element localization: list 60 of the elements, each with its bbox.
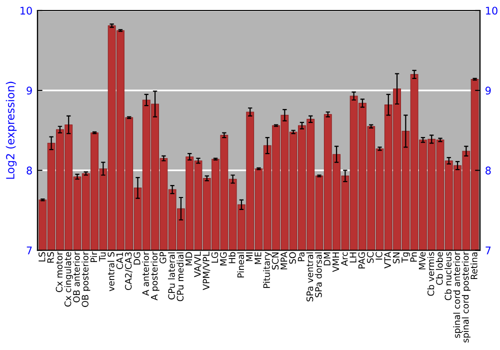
x-tick-label: DG [134,252,140,264]
y2-tick-label: 8 [486,166,491,174]
x-tick-label: Cb lobe [436,252,443,285]
x-tick-label: OB posterior [82,252,90,307]
x-tick-label: SO [289,252,296,264]
x-tick-label: IC [376,252,382,260]
x-tick-label: MG [220,252,227,266]
x-tick-label: VMH [332,252,339,272]
x-tick-label: MPA [280,252,288,270]
x-tick-label: spinal cord posterior [462,252,470,342]
x-tick-label: SN [392,252,400,264]
x-tick-label: MI [246,252,253,262]
x-tick-label: CA2/CA3 [124,252,132,290]
y-axis-title: Log2 (expression) [6,82,17,179]
x-tick-label: SPa ventral [306,252,314,302]
x-tick-label: Pineal [237,252,244,278]
y-tick-label: 9 [26,86,32,95]
x-tick-label: spinal cord anterior [453,252,462,338]
y-tick-label: 8 [26,166,32,174]
y2-tick-label: 10 [486,6,498,15]
x-tick-label: CA1 [116,252,124,270]
y-tick-label: 7 [26,246,32,254]
y-tick-label: 10 [20,6,32,15]
x-tick-label: Cx motor [56,252,63,292]
x-tick-label: ventral S [108,252,114,292]
x-tick-label: Cb nucleus [444,252,452,300]
x-tick-label: OB anterior [72,252,80,302]
x-tick-label: Tu [99,252,106,262]
x-tick-label: GP [160,252,166,264]
x-tick-label: VA/VL [194,252,202,278]
x-tick-label: CPu medial [176,252,184,302]
x-tick-label: Cb vermis [427,252,434,296]
x-tick-label: VTA [384,252,391,268]
x-tick-label: PAG [358,252,366,268]
x-tick-label: LG [211,252,218,263]
x-tick-label: DM [324,252,330,266]
x-tick-label: SC [366,252,374,263]
x-tick-label: LH [350,252,356,262]
x-tick-label: RS [47,252,54,263]
x-tick-label: VPM/VPL [202,252,210,290]
x-tick-label: Pn [410,252,417,262]
x-tick-label: Pa [298,252,305,262]
x-tick-label: Arc [341,252,348,266]
x-tick-label: A anterior [142,252,149,296]
x-tick-label: Tg [402,252,410,263]
x-tick-label: Pituitary [263,252,272,288]
x-tick-label: SCN [272,252,279,270]
x-tick-label: SPa dorsal [314,252,322,298]
x-tick-label: CPu lateral [168,252,175,300]
x-tick-label: MVe [418,252,426,270]
x-tick-label: Pir [90,252,97,262]
x-tick-label: A posterior [150,252,160,300]
x-tick-label: LS [38,252,46,262]
x-tick-label: MD [186,252,192,266]
y2-tick-label: 9 [486,86,491,95]
x-tick-label: Retina [470,252,478,280]
y2-tick-label: 7 [486,246,491,254]
x-tick-label: Cx cingulate [64,252,73,307]
x-tick-label: ME [254,252,262,264]
x-tick-label: Hb [228,252,236,264]
